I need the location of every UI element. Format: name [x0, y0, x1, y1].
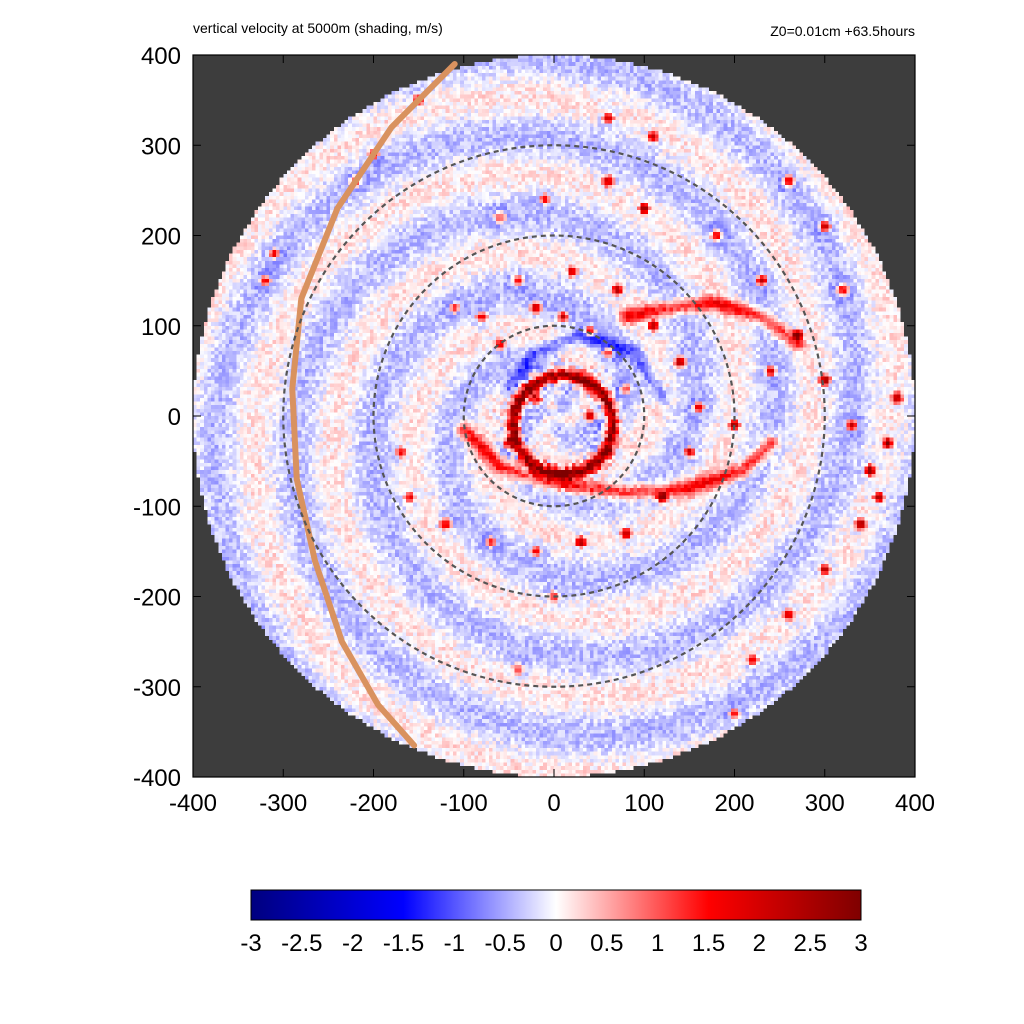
y-tick-label: -300 — [133, 675, 181, 702]
range-circle-200 — [372, 234, 736, 598]
y-tick-label: 300 — [141, 133, 181, 160]
colorbar-tick-label: -2.5 — [281, 930, 322, 957]
colorbar-tick-label: 1.5 — [692, 930, 725, 957]
chart-subtitle: Z0=0.01cm +63.5hours — [770, 23, 915, 39]
colorbar-tick-label: 0 — [549, 930, 562, 957]
y-tick-label: -200 — [133, 585, 181, 612]
chart-title: vertical velocity at 5000m (shading, m/s… — [193, 20, 443, 36]
y-tick-label: 200 — [141, 224, 181, 251]
colorbar-tick-label: -2 — [342, 930, 363, 957]
y-tick-label: -400 — [133, 765, 181, 792]
x-tick-label: -400 — [169, 790, 217, 817]
colorbar-tick-label: 2 — [753, 930, 766, 957]
plot-area — [193, 55, 915, 777]
colorbar-tick-label: 0.5 — [590, 930, 623, 957]
colorbar-tick-label: 2.5 — [793, 930, 826, 957]
colorbar-tick-label: 1 — [651, 930, 664, 957]
colorbar: -3 -2.5 -2 -1.5 -1 -0.5 0 0.5 1 1.5 2 2.5 3 — [240, 889, 868, 957]
x-tick-label: -200 — [349, 790, 397, 817]
x-tick-label: 0 — [547, 790, 560, 817]
x-tick-label: 300 — [805, 790, 845, 817]
y-tick-label: -100 — [133, 494, 181, 521]
velocity-field — [193, 55, 915, 777]
y-tick-label: 0 — [168, 404, 181, 431]
colorbar-tick-label: -1 — [444, 930, 465, 957]
axes: -400 -300 -200 -100 0 100 200 300 400 400 300 200 10… — [133, 43, 935, 817]
x-tick-label: -100 — [440, 790, 488, 817]
range-circle-300 — [282, 144, 826, 688]
colorbar-tick-label: -3 — [240, 930, 261, 957]
colorbar-bar — [250, 889, 862, 921]
y-tick-label: 400 — [141, 43, 181, 70]
colorbar-tick-label: -1.5 — [383, 930, 424, 957]
coastline — [289, 61, 458, 749]
x-tick-label: 400 — [895, 790, 935, 817]
colorbar-tick-label: 3 — [854, 930, 867, 957]
x-tick-label: 200 — [714, 790, 754, 817]
range-circle-100 — [462, 324, 646, 508]
colorbar-tick-label: -0.5 — [484, 930, 525, 957]
x-tick-label: 100 — [624, 790, 664, 817]
x-tick-label: -300 — [259, 790, 307, 817]
y-tick-label: 100 — [141, 314, 181, 341]
